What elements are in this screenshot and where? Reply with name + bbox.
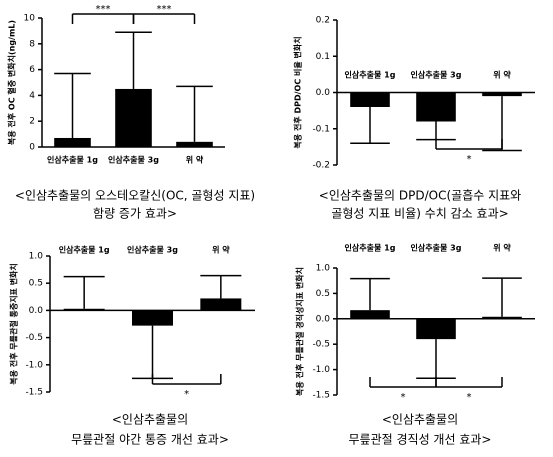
- category-label: 인삼추출물 3g: [127, 245, 178, 255]
- category-label: 위 약: [493, 70, 511, 80]
- y-axis-label: 복용 전후 무릎관절 경직성지표 변화치: [295, 267, 305, 396]
- y-tick-label: 0.2: [316, 16, 330, 26]
- bar: [176, 141, 213, 147]
- bar: [115, 88, 152, 147]
- y-tick-label: 8: [29, 39, 35, 49]
- category-label: 인삼추출물 1g: [59, 245, 110, 255]
- caption: <인삼추출물의: [112, 413, 188, 427]
- bar: [132, 310, 173, 326]
- y-tick-label: 0.5: [316, 289, 330, 299]
- y-tick-label: -0.2: [312, 161, 330, 171]
- bar: [350, 310, 390, 319]
- caption: <인삼추출물의 오스테오칼신(OC, 골형성 지표): [15, 189, 255, 203]
- y-tick-label: 1.0: [29, 252, 44, 262]
- category-label: 인삼추출물 1g: [47, 155, 98, 165]
- y-tick-label: 0.0: [316, 314, 331, 324]
- caption: 무릎관절 야간 통증 개선 효과>: [71, 433, 229, 447]
- y-axis-label: 복용 전후 OC 혈중 변화치(ng/mL): [7, 20, 17, 145]
- caption: <인삼추출물의 DPD/OC(골흡수 지표와: [319, 189, 521, 203]
- significance-label: *: [467, 392, 472, 403]
- caption: 함량 증가 효과>: [93, 207, 177, 221]
- category-label: 인삼추출물 3g: [411, 70, 462, 80]
- y-axis-label: 복용 전후 DPD/OC 비율 변화치: [293, 36, 303, 148]
- y-tick-label: 2: [29, 117, 35, 127]
- category-label: 인삼추출물 1g: [345, 70, 396, 80]
- category-label: 인삼추출물 1g: [345, 243, 396, 253]
- category-label: 위 약: [493, 243, 511, 253]
- y-tick-label: 1.0: [316, 264, 331, 274]
- significance-label: *: [467, 154, 472, 165]
- bar: [416, 318, 456, 340]
- y-axis-label: 복용 전후 무릎관절 통증지표 변화치: [9, 263, 19, 385]
- bar: [350, 92, 390, 107]
- y-tick-label: 0.0: [316, 88, 331, 98]
- y-tick-label: 6: [29, 65, 35, 75]
- caption: <인삼추출물의: [382, 413, 458, 427]
- bar: [482, 92, 522, 97]
- caption: 무릎관절 경직성 개선 효과>: [349, 433, 492, 447]
- y-tick-label: 0.5: [29, 279, 43, 289]
- y-tick-label: 0.1: [316, 52, 330, 62]
- bar: [63, 308, 105, 311]
- bar: [416, 92, 456, 122]
- y-tick-label: -0.5: [25, 333, 43, 343]
- bar: [482, 316, 522, 319]
- significance-label: *: [184, 389, 189, 400]
- y-tick-label: -1.0: [312, 365, 330, 375]
- y-tick-label: 10: [24, 14, 36, 24]
- y-tick-label: 4: [29, 91, 35, 101]
- category-label: 인삼추출물 3g: [411, 243, 462, 253]
- y-tick-label: -1.5: [312, 391, 330, 401]
- significance-label: *: [401, 392, 406, 403]
- y-tick-label: 0.0: [29, 306, 44, 316]
- y-tick-label: -0.5: [312, 340, 330, 350]
- significance-label: ***: [96, 4, 111, 15]
- y-tick-label: -1.5: [25, 388, 43, 398]
- caption: 골형성 지표 비율) 수치 감소 효과>: [331, 207, 508, 221]
- y-tick-label: -0.1: [312, 124, 330, 134]
- category-label: 위 약: [186, 155, 204, 165]
- y-tick-label: -1.0: [25, 360, 43, 370]
- bar: [200, 298, 242, 311]
- category-label: 위 약: [212, 245, 230, 255]
- bar: [54, 137, 91, 147]
- category-label: 인삼추출물 3g: [108, 155, 159, 165]
- significance-label: ***: [157, 4, 172, 15]
- y-tick-label: 0: [29, 143, 35, 153]
